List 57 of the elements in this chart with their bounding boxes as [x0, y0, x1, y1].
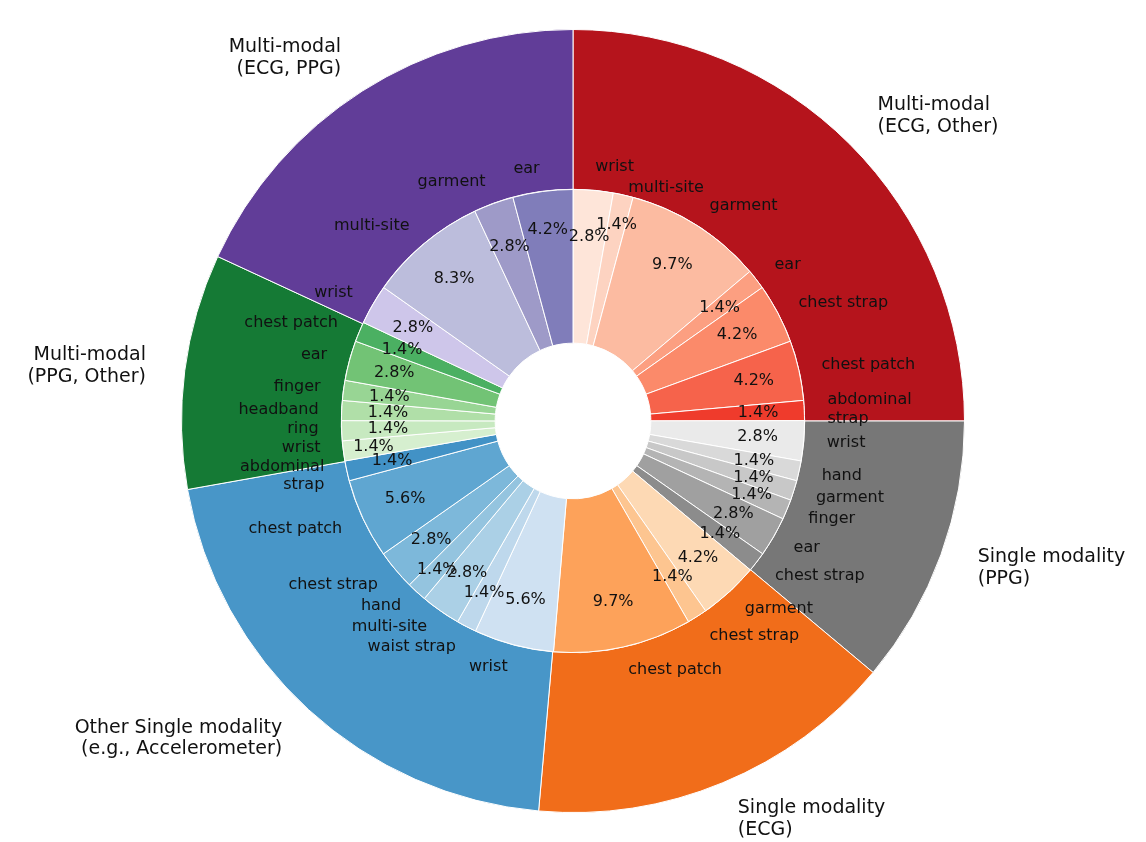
data-label: 5.6% [505, 589, 546, 609]
slice-label: garment [815, 486, 885, 506]
data-label: 2.8% [392, 317, 434, 337]
slice-label: chest strap [709, 625, 800, 645]
slice-label: chest strap [288, 573, 379, 593]
slice-label: waist strap [367, 636, 456, 656]
slice-label: chest patch [821, 354, 916, 374]
slice-label: hand [360, 595, 402, 615]
slice-label: wrist [281, 437, 321, 457]
data-label: 1.4% [737, 401, 779, 421]
slice-label: Multi-modal (ECG, Other) [877, 92, 999, 137]
slice-label: Other Single modality (e.g., Accelerometer) [74, 714, 283, 759]
slice-label: ring [287, 417, 319, 437]
data-label: 1.4% [731, 484, 772, 504]
slice-label: multi-site [333, 214, 410, 234]
slice-label: Multi-modal (ECG, PPG) [228, 34, 342, 78]
data-label: 2.8% [713, 502, 754, 522]
slice-label: wrist [826, 432, 866, 452]
slice-label: chest strap [774, 565, 865, 585]
slice-label: hand [821, 465, 862, 485]
slice-label: ear [513, 157, 541, 177]
data-label: 2.8% [373, 361, 415, 381]
slice-label: Single modality (PPG) [977, 544, 1126, 589]
slice-label: garment [709, 195, 778, 215]
slice-label: headband [238, 398, 319, 418]
slice-label: wrist [595, 156, 634, 176]
slice-label: ear [793, 537, 821, 557]
data-label: 1.4% [699, 296, 740, 316]
slice-label: multi-site [628, 176, 704, 196]
data-label: 4.2% [716, 324, 758, 344]
data-label: 1.4% [463, 581, 505, 601]
data-label: 4.2% [677, 546, 719, 566]
data-label: 2.8% [410, 529, 452, 549]
slice-label: chest strap [798, 291, 889, 311]
data-label: 9.7% [592, 590, 634, 610]
slice-label: chest patch [244, 312, 338, 332]
data-label: 5.6% [384, 488, 426, 508]
data-label: 2.8% [489, 236, 530, 256]
slice-label: abdominal strap [240, 455, 325, 494]
slice-label: chest patch [628, 658, 722, 678]
slice-label: wrist [314, 282, 353, 302]
data-label: 2.8% [737, 426, 778, 446]
slice-label: Multi-modal (PPG, Other) [27, 341, 146, 386]
data-label: 9.7% [651, 253, 693, 273]
slice-label: finger [808, 507, 856, 527]
slice-label: multi-site [351, 615, 428, 635]
slice-label: chest patch [248, 517, 343, 537]
slice-label: garment [417, 170, 486, 190]
slice-label: finger [273, 376, 322, 396]
slice-label: ear [300, 343, 328, 363]
data-label: 4.2% [733, 369, 775, 389]
data-label: 4.2% [527, 218, 569, 238]
slice-label: wrist [468, 656, 508, 676]
data-label: 8.3% [433, 268, 475, 288]
data-label: 1.4% [651, 566, 693, 586]
slice-label: ear [774, 254, 802, 274]
slice-label: Single modality (ECG) [737, 794, 886, 839]
